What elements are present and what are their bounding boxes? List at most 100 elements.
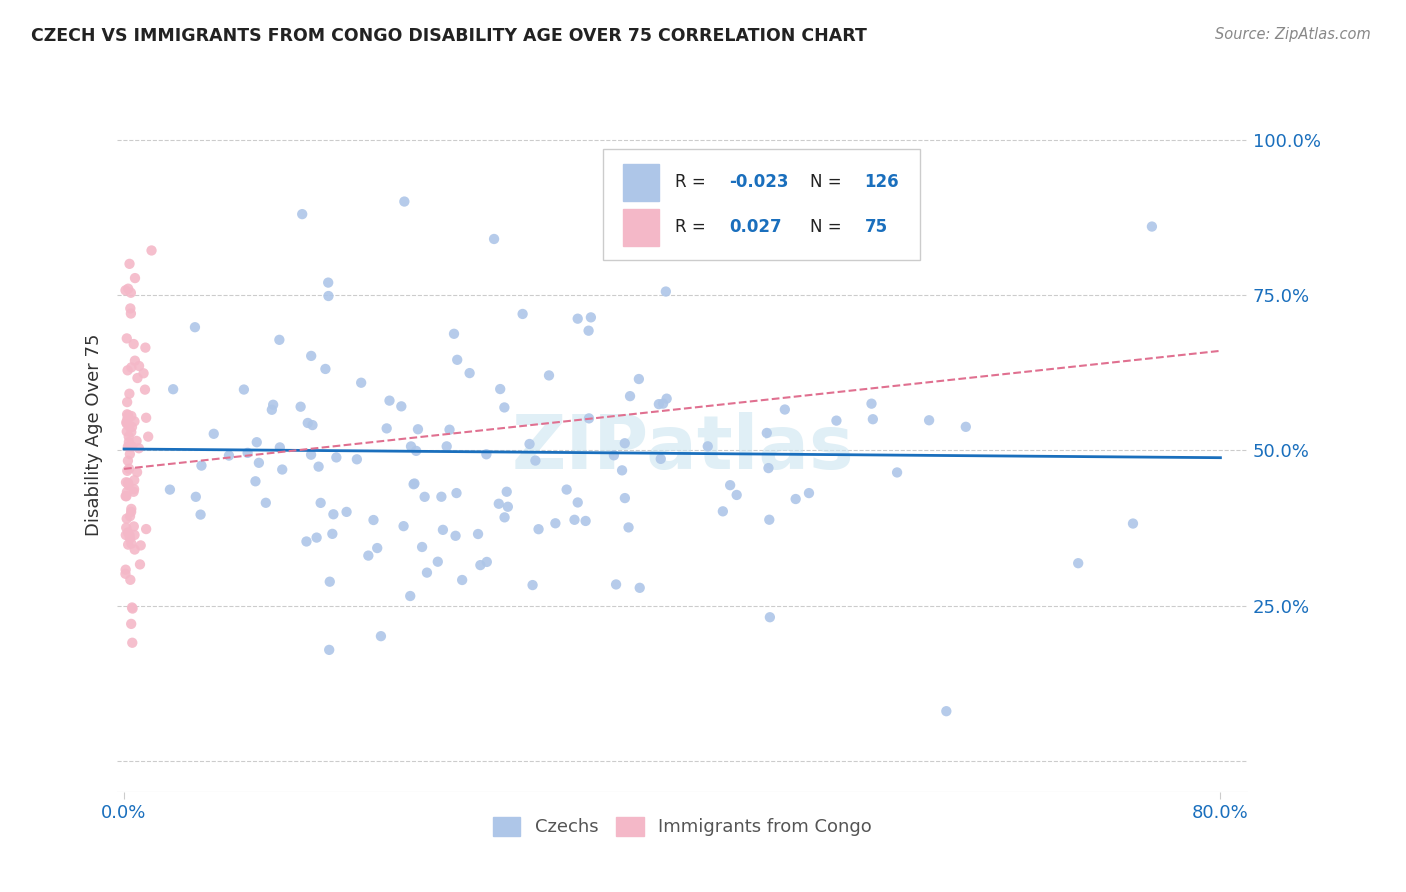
Text: 75: 75	[865, 219, 887, 236]
Text: N =: N =	[810, 219, 848, 236]
Point	[254, 496, 277, 510]
Point	[1140, 219, 1163, 234]
Point	[129, 538, 152, 552]
Point	[115, 511, 138, 525]
Point	[115, 395, 138, 409]
Point	[862, 412, 884, 426]
Point	[955, 420, 977, 434]
Point	[118, 439, 141, 453]
Point	[118, 528, 141, 542]
Point	[115, 331, 138, 345]
Text: R =: R =	[675, 173, 710, 192]
Point	[318, 289, 340, 303]
Point	[935, 704, 957, 718]
Point	[432, 523, 454, 537]
Point	[318, 643, 340, 657]
Point	[399, 589, 422, 603]
Point	[519, 437, 541, 451]
Point	[404, 476, 426, 491]
Point	[446, 352, 468, 367]
Point	[711, 504, 734, 518]
Point	[117, 525, 139, 540]
Point	[202, 426, 225, 441]
Point	[458, 366, 481, 380]
Point	[335, 505, 357, 519]
Point	[413, 490, 436, 504]
Point	[117, 454, 139, 468]
Point	[246, 435, 269, 450]
Point	[696, 439, 718, 453]
Point	[299, 349, 322, 363]
Point	[1122, 516, 1144, 531]
Point	[121, 600, 143, 615]
Point	[159, 483, 181, 497]
Point	[117, 440, 139, 454]
FancyBboxPatch shape	[623, 209, 659, 246]
Point	[269, 441, 291, 455]
Point	[470, 558, 492, 573]
Point	[308, 459, 330, 474]
Point	[134, 383, 156, 397]
Point	[524, 453, 547, 467]
Point	[184, 320, 207, 334]
Point	[860, 397, 883, 411]
Point	[378, 393, 401, 408]
Point	[322, 508, 344, 522]
Point	[236, 446, 259, 460]
Point	[115, 485, 138, 500]
Point	[120, 425, 142, 439]
Point	[135, 522, 157, 536]
Point	[124, 542, 146, 557]
Point	[319, 574, 342, 589]
Point	[121, 601, 143, 615]
Point	[117, 408, 139, 422]
Point	[118, 509, 141, 524]
Point	[114, 283, 136, 297]
Point	[370, 629, 392, 643]
Point	[321, 526, 343, 541]
Point	[124, 353, 146, 368]
Text: N =: N =	[810, 173, 848, 192]
Text: ZIPatlas: ZIPatlas	[512, 412, 853, 485]
Point	[314, 362, 336, 376]
Point	[127, 371, 149, 385]
Point	[411, 540, 433, 554]
Point	[247, 456, 270, 470]
Point	[120, 536, 142, 550]
Point	[128, 442, 150, 456]
Point	[366, 541, 388, 555]
Point	[652, 396, 675, 410]
Point	[758, 461, 780, 475]
Point	[115, 417, 138, 431]
Text: 126: 126	[865, 173, 900, 192]
Point	[357, 549, 380, 563]
Point	[117, 464, 139, 478]
Point	[603, 448, 626, 462]
Point	[392, 519, 415, 533]
Point	[115, 521, 138, 535]
Point	[269, 333, 291, 347]
Point	[122, 473, 145, 487]
Point	[405, 443, 427, 458]
Point	[114, 566, 136, 581]
Point	[115, 475, 138, 490]
Point	[190, 508, 212, 522]
Point	[918, 413, 941, 427]
Point	[389, 400, 412, 414]
Point	[567, 311, 589, 326]
Point	[610, 463, 633, 477]
Point	[544, 516, 567, 531]
Point	[578, 411, 600, 425]
Point	[117, 538, 139, 552]
Point	[773, 402, 796, 417]
Point	[118, 418, 141, 433]
Point	[825, 414, 848, 428]
Point	[399, 439, 422, 453]
Point	[262, 398, 284, 412]
Point	[114, 528, 136, 542]
Point	[290, 400, 312, 414]
Point	[489, 382, 512, 396]
Point	[886, 466, 908, 480]
Point	[120, 301, 142, 316]
Point	[406, 422, 429, 436]
